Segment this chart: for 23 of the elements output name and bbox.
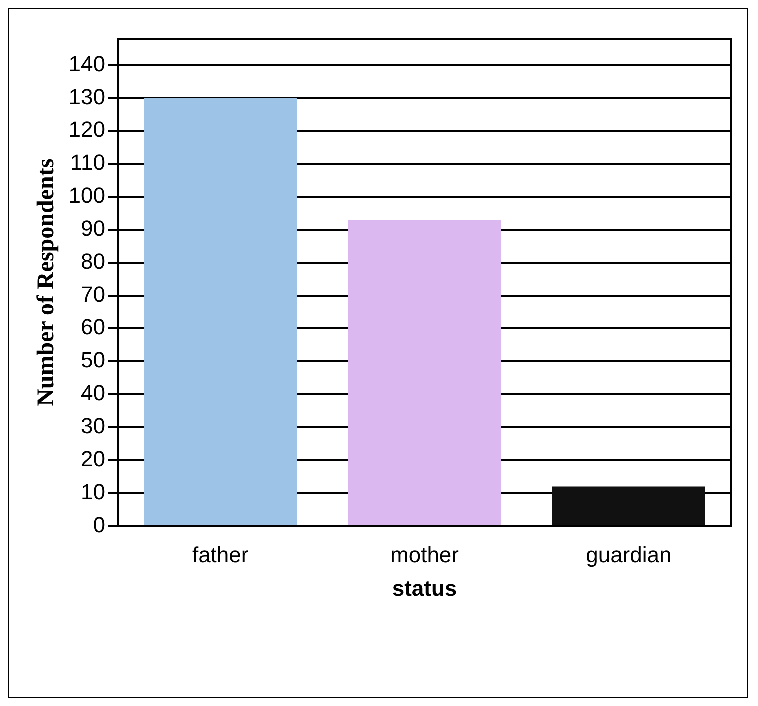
bar <box>144 98 298 526</box>
y-tick-label: 20 <box>81 446 106 472</box>
y-tick-label: 110 <box>70 150 106 176</box>
y-tick-label: 50 <box>81 348 106 373</box>
y-tick-label: 30 <box>81 414 106 439</box>
x-tick-label: guardian <box>586 542 672 568</box>
y-tick-label: 70 <box>81 282 106 307</box>
x-tick-label: father <box>192 542 249 568</box>
y-tick-label: 120 <box>68 117 106 142</box>
bar <box>552 486 706 526</box>
y-tick-label: 90 <box>81 216 106 241</box>
x-tick-label: mother <box>390 542 459 568</box>
y-tick-label: 40 <box>81 380 106 406</box>
y-tick-label: 130 <box>68 84 106 110</box>
y-tick-label: 60 <box>81 314 106 340</box>
y-tick-label: 140 <box>68 51 106 76</box>
y-tick-label: 80 <box>81 248 106 274</box>
y-tick-label: 100 <box>68 183 106 208</box>
y-axis-title: Number of Respondents <box>34 158 60 406</box>
bar <box>348 220 502 526</box>
y-tick-label: 0 <box>93 512 106 538</box>
x-axis-title: status <box>392 576 458 601</box>
y-tick-label: 10 <box>81 479 106 504</box>
